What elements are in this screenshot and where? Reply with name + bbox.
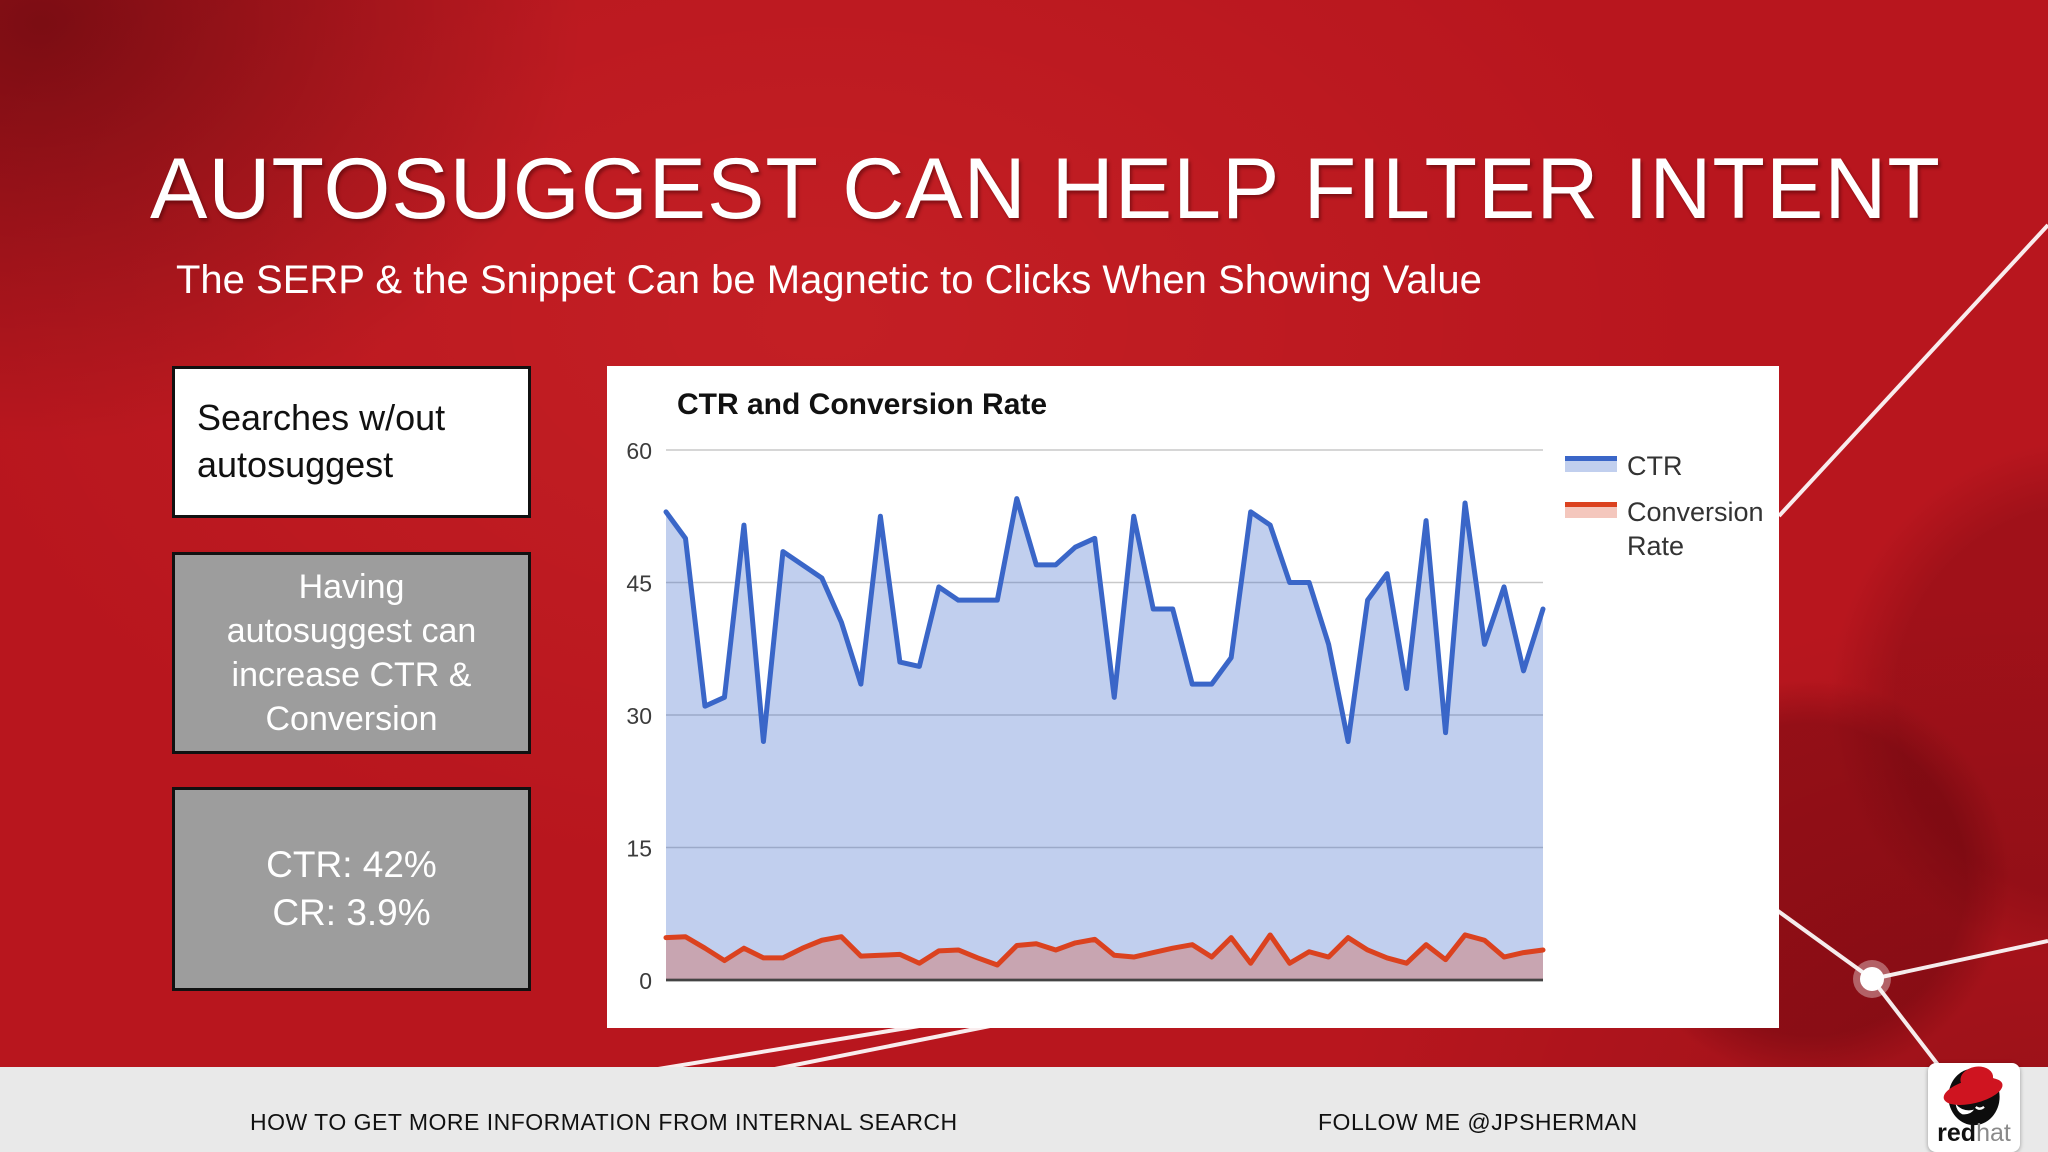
callout-text: Searches w/out autosuggest — [197, 397, 446, 485]
redhat-fedora-icon — [1943, 1066, 2003, 1126]
legend-label: CTR — [1627, 451, 1683, 481]
logo-word-hat: hat — [1976, 1119, 2011, 1147]
legend-label: Conversion Rate — [1627, 496, 1764, 561]
callout-ctr-cr-metrics: CTR: 42% CR: 3.9% — [172, 787, 531, 991]
callout-autosuggest-benefit: Having autosuggest can increase CTR & Co… — [172, 552, 531, 754]
chart-legend: CTR Conversion Rate — [1565, 450, 1764, 575]
callout-searches-without-autosuggest: Searches w/out autosuggest — [172, 366, 531, 518]
chart-title: CTR and Conversion Rate — [677, 388, 1048, 421]
legend-item-ctr: CTR — [1565, 450, 1747, 484]
redhat-logo-wordmark: redhat — [1937, 1121, 2011, 1146]
footer-left-text: HOW TO GET MORE INFORMATION FROM INTERNA… — [250, 1109, 958, 1135]
svg-text:45: 45 — [626, 571, 652, 597]
svg-text:30: 30 — [626, 703, 652, 729]
legend-item-conversion-rate: Conversion Rate — [1565, 496, 1764, 564]
svg-text:15: 15 — [626, 836, 652, 862]
footer-right-text: FOLLOW ME @JPSHERMAN — [1318, 1109, 1638, 1135]
callout-text: Having autosuggest can increase CTR & Co… — [226, 567, 477, 739]
svg-text:0: 0 — [639, 968, 652, 994]
ctr-area-swatch-icon — [1565, 456, 1617, 472]
page-subtitle: The SERP & the Snippet Can be Magnetic t… — [176, 258, 1482, 302]
chart-plot-area: 0 15 30 45 60 — [626, 438, 1546, 994]
page-title: AUTOSUGGEST CAN HELP FILTER INTENT — [150, 141, 1941, 237]
callout-text: CTR: 42% CR: 3.9% — [266, 843, 437, 933]
redhat-logo: redhat — [1928, 1063, 2020, 1152]
network-node-dot — [1860, 967, 1884, 991]
logo-word-red: red — [1937, 1119, 1977, 1147]
footer-bar: HOW TO GET MORE INFORMATION FROM INTERNA… — [0, 1067, 2048, 1152]
chart-panel: 0 15 30 45 60 CTR and Conversion Rate CTR Co… — [607, 366, 1779, 1028]
conversion-rate-area-swatch-icon — [1565, 501, 1617, 518]
svg-text:60: 60 — [626, 438, 652, 464]
